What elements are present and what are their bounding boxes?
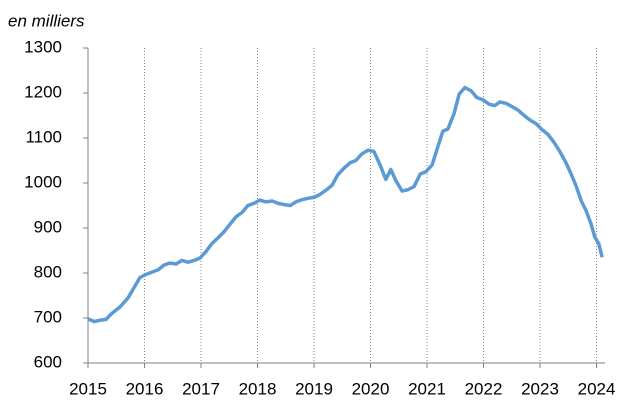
y-tick-label: 600 [34,352,62,371]
y-tick-label: 900 [34,217,62,236]
y-tick-label: 700 [34,307,62,326]
x-tick-label: 2022 [465,379,503,398]
y-tick-label: 1100 [25,127,62,146]
y-tick-label: 800 [34,262,62,281]
x-tick-label: 2024 [578,379,616,398]
x-tick-label: 2018 [239,379,277,398]
y-tick-label: 1200 [24,82,62,101]
y-tick-label: 1000 [24,172,62,191]
data-line [87,85,604,324]
x-tick-label: 2015 [69,379,107,398]
chart-title: en milliers [8,11,85,30]
x-tick-label: 2019 [295,379,333,398]
x-tick-label: 2016 [126,379,164,398]
x-tick-label: 2017 [182,379,220,398]
x-tick-label: 2021 [408,379,446,398]
y-tick-label: 1300 [24,37,62,56]
x-tick-label: 2023 [521,379,559,398]
x-tick-label: 2020 [352,379,390,398]
